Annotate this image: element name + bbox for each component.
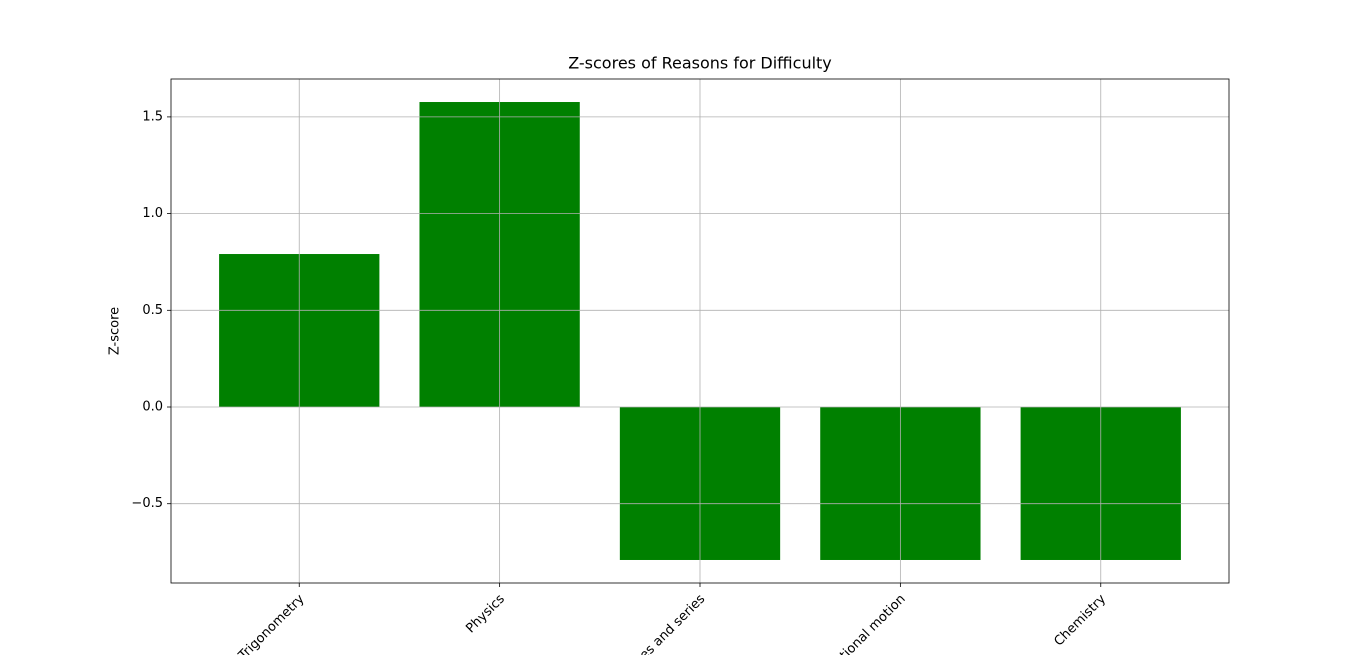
x-tick-label: Chemistry xyxy=(1051,591,1109,649)
x-tick-label: Sequences and series xyxy=(597,592,708,655)
grid xyxy=(171,79,1229,583)
x-tick-label: Rotational motion xyxy=(816,592,908,655)
y-tick-label: 1.0 xyxy=(142,206,163,221)
y-tick-label: −0.5 xyxy=(131,496,163,511)
chart-title: Z-scores of Reasons for Difficulty xyxy=(568,54,832,73)
y-tick-label: 1.5 xyxy=(142,109,163,124)
x-tick-label: Physics xyxy=(463,592,508,637)
plot-frame xyxy=(170,78,1230,584)
y-tick-label: 0.0 xyxy=(142,400,163,415)
y-tick-label: 0.5 xyxy=(142,303,163,318)
x-tick-label: Trigonometry xyxy=(235,591,307,655)
y-axis-label: Z-score xyxy=(108,307,123,355)
